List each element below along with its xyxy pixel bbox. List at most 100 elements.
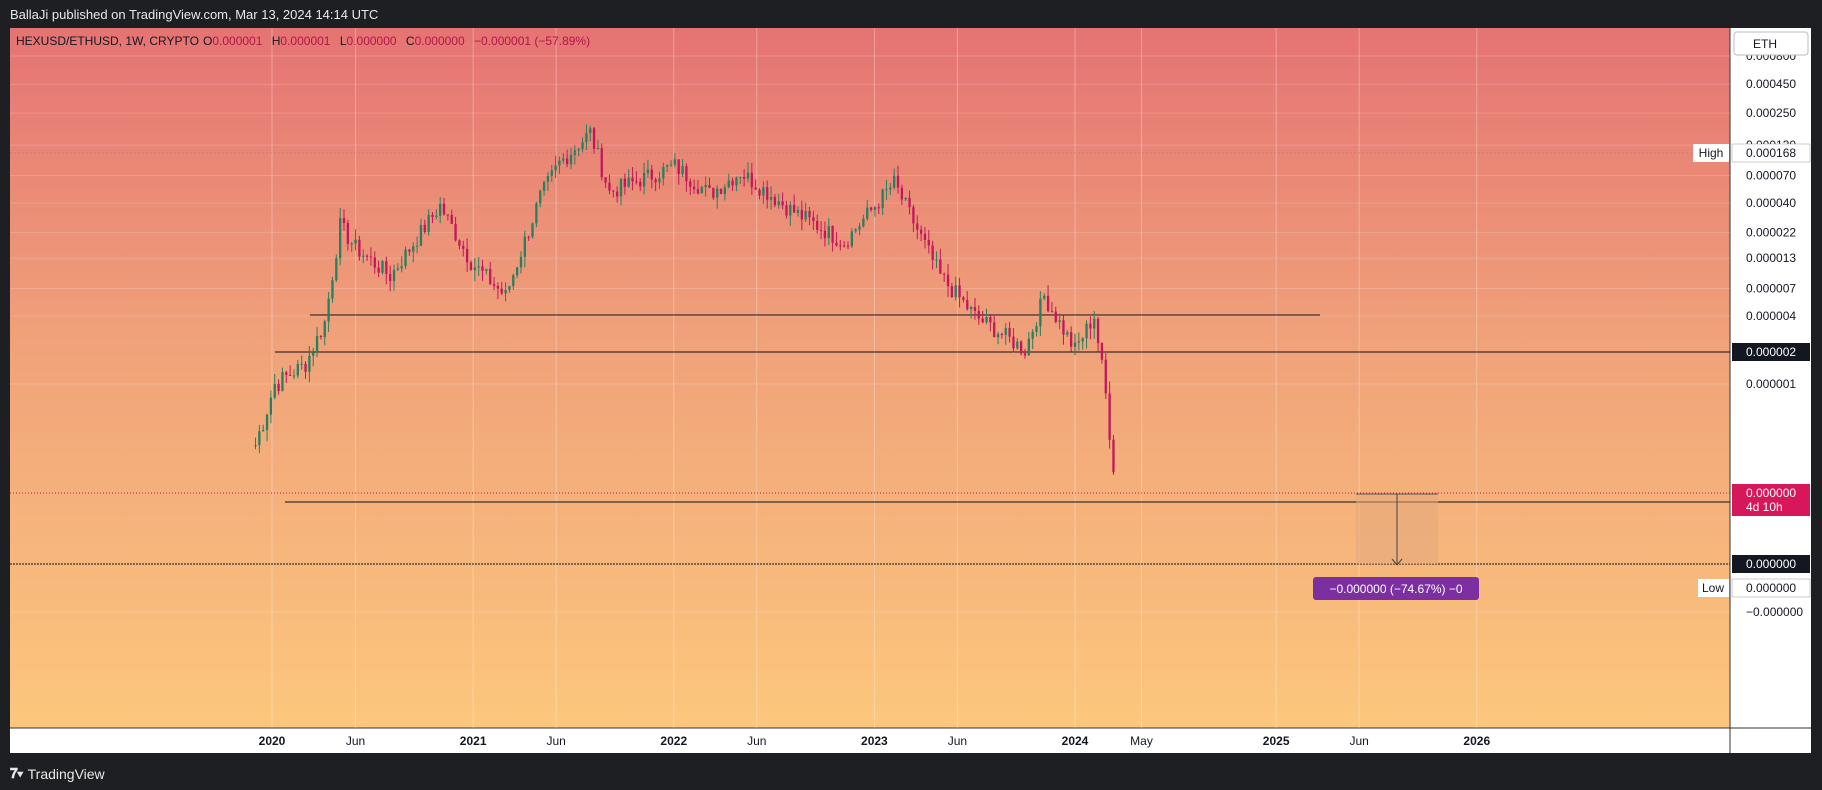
candle-body	[585, 133, 588, 143]
candle-body	[889, 187, 892, 190]
candle-body	[685, 166, 688, 182]
candle-body	[350, 243, 353, 245]
candle-body	[423, 224, 426, 232]
candle-body	[769, 196, 773, 200]
candle-body	[816, 221, 819, 231]
legend-symbol: HEXUSD/ETHUSD, 1W, CRYPTO	[16, 34, 199, 48]
currency-button-box[interactable]	[1733, 31, 1809, 56]
time-tick-label: 2024	[1062, 734, 1089, 748]
price-tick-label: 0.000004	[1746, 309, 1796, 323]
candle-body	[823, 230, 827, 239]
candle-body	[454, 223, 457, 241]
candle-body	[512, 275, 515, 286]
candle-body	[835, 242, 838, 246]
candle-body	[327, 298, 330, 322]
candle-body	[750, 172, 753, 188]
candle-body	[869, 207, 873, 210]
candle-body	[408, 249, 411, 252]
candle-body	[342, 218, 346, 224]
candle-body	[1008, 328, 1011, 337]
high-value: 0.000168	[1746, 146, 1796, 160]
candle-body	[754, 187, 757, 190]
candle-body	[946, 274, 950, 287]
candle-body	[296, 363, 299, 376]
candle-body	[881, 189, 884, 209]
candle-body	[993, 322, 996, 338]
currency-button-label[interactable]: ETH	[1753, 37, 1777, 51]
chart-panel[interactable]: 0.000002 0.000000 0.000000 −0.000000 (−74.…	[10, 28, 1811, 753]
candle-body	[550, 170, 553, 176]
measure-tool[interactable]: −0.000000 (−74.67%) −0	[1313, 493, 1479, 600]
candle-body	[716, 188, 719, 198]
time-axis-background	[10, 728, 1811, 753]
candle-body	[916, 223, 919, 230]
candle-body	[1073, 342, 1077, 347]
candle-body	[742, 177, 746, 179]
candle-body	[908, 197, 911, 208]
candle-body	[515, 267, 519, 276]
candle-body	[1085, 323, 1088, 339]
candle-body	[931, 245, 934, 260]
last-price-badge: 0.000000 4d 10h	[1732, 484, 1810, 516]
candle-body	[1004, 328, 1007, 335]
tradingview-footer[interactable]: 𝟕▾ TradingView	[10, 765, 105, 782]
candle-body	[1100, 342, 1104, 360]
candle-body	[712, 187, 715, 198]
candle-body	[808, 211, 811, 218]
candle-body	[1019, 341, 1023, 354]
candle-body	[785, 205, 788, 216]
low-marker: Low 0.000000	[1698, 578, 1811, 598]
candle-body	[896, 175, 900, 188]
candle-body	[273, 383, 276, 398]
candle-body	[254, 445, 257, 447]
candle-body	[827, 225, 830, 239]
candle-body	[535, 203, 538, 224]
price-tick-label: 0.000040	[1746, 196, 1796, 210]
time-tick-label: Jun	[948, 734, 967, 748]
candle-body	[666, 165, 669, 167]
legend-high-label: H	[272, 34, 281, 48]
candle-body	[446, 214, 450, 216]
candle-body	[950, 286, 954, 298]
candle-body	[581, 142, 584, 150]
candle-body	[596, 148, 600, 150]
candle-body	[281, 372, 284, 391]
candle-body	[831, 225, 834, 243]
candle-body	[977, 310, 980, 319]
low-label: Low	[1702, 581, 1724, 595]
candle-body	[469, 262, 473, 271]
candle-body	[565, 158, 569, 165]
candle-body	[527, 236, 530, 238]
candles	[254, 124, 1115, 475]
candle-body	[681, 166, 684, 175]
candle-body	[912, 207, 915, 224]
candle-body	[846, 245, 850, 247]
candle-body	[1062, 320, 1065, 335]
candle-body	[546, 175, 550, 182]
candle-body	[1093, 318, 1096, 329]
candle-body	[477, 266, 480, 268]
legend-close-label: C	[406, 34, 415, 48]
candle-body	[996, 334, 1000, 338]
candle-body	[893, 175, 896, 188]
legend-low-value: 0.000000	[347, 34, 397, 48]
candle-body	[500, 288, 503, 294]
candle-body	[885, 189, 888, 191]
candle-body	[877, 207, 880, 209]
candlestick-chart[interactable]: 0.000002 0.000000 0.000000 −0.000000 (−74.…	[10, 28, 1811, 753]
candle-body	[365, 255, 369, 257]
level-price-label: 0.000002	[1746, 345, 1796, 359]
candle-body	[258, 431, 261, 446]
currency-button[interactable]: ETH	[1733, 31, 1809, 56]
candle-body	[839, 245, 842, 247]
candle-body	[927, 239, 930, 246]
time-tick-label: 2022	[660, 734, 687, 748]
candle-body	[696, 189, 700, 194]
candle-body	[492, 284, 496, 286]
candle-body	[519, 256, 523, 268]
candle-body	[288, 374, 292, 376]
candle-body	[338, 218, 342, 259]
candle-body	[373, 257, 376, 268]
candle-body	[804, 211, 807, 220]
candle-body	[335, 258, 338, 281]
